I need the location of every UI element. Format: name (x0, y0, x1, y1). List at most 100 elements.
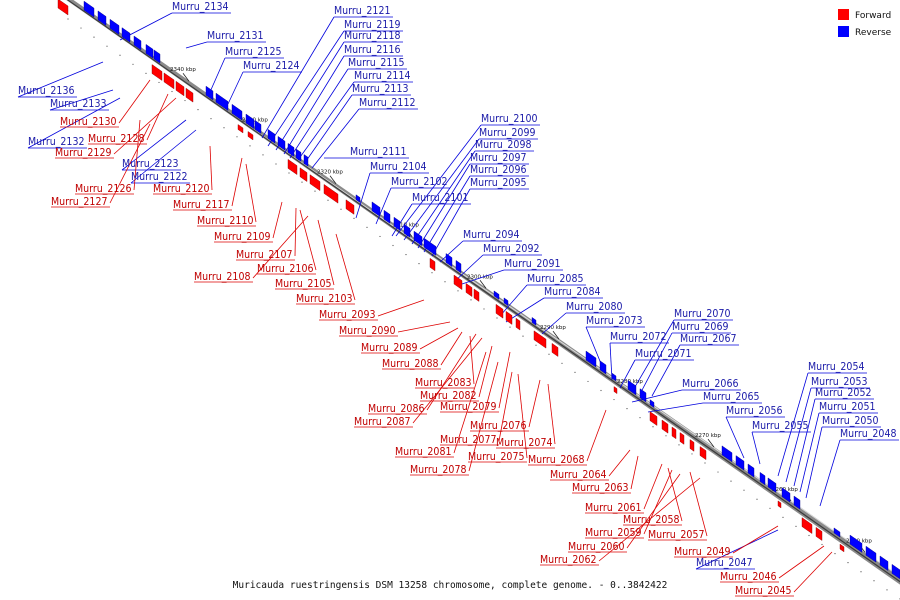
reverse-gene[interactable] (649, 399, 655, 408)
forward-gene[interactable] (679, 432, 685, 445)
reverse-gene-label[interactable]: Murru_2092 (483, 243, 539, 255)
forward-gene[interactable] (237, 124, 244, 134)
reverse-gene[interactable] (531, 317, 537, 326)
reverse-gene[interactable] (833, 527, 841, 538)
forward-gene-label[interactable]: Murru_2120 (153, 183, 209, 195)
reverse-gene[interactable] (254, 119, 262, 134)
reverse-gene-label[interactable]: Murru_2111 (350, 146, 406, 158)
reverse-gene[interactable] (231, 103, 243, 121)
forward-gene-label[interactable]: Murru_2129 (55, 147, 111, 159)
forward-gene[interactable] (495, 303, 504, 319)
forward-gene-label[interactable]: Murru_2089 (361, 342, 417, 354)
reverse-gene-label[interactable]: Murru_2104 (370, 161, 426, 173)
forward-gene-label[interactable]: Murru_2088 (382, 358, 438, 370)
forward-gene-label[interactable]: Murru_2130 (60, 116, 116, 128)
forward-gene[interactable] (689, 439, 695, 452)
forward-gene-label[interactable]: Murru_2127 (51, 196, 107, 208)
reverse-gene[interactable] (109, 18, 120, 35)
reverse-gene[interactable] (303, 154, 309, 167)
reverse-gene[interactable] (585, 350, 597, 368)
forward-gene[interactable] (473, 288, 480, 302)
reverse-gene-label[interactable]: Murru_2053 (811, 376, 867, 388)
reverse-gene-label[interactable]: Murru_2070 (674, 308, 730, 320)
reverse-gene-label[interactable]: Murru_2096 (470, 164, 526, 176)
forward-gene-label[interactable]: Murru_2046 (720, 571, 776, 583)
reverse-gene-label[interactable]: Murru_2116 (344, 44, 400, 56)
forward-gene-label[interactable]: Murru_2060 (568, 541, 624, 553)
forward-gene-label[interactable]: Murru_2079 (440, 401, 496, 413)
reverse-gene[interactable] (83, 0, 95, 18)
reverse-gene[interactable] (205, 85, 214, 101)
reverse-gene-label[interactable]: Murru_2050 (822, 415, 878, 427)
forward-gene[interactable] (247, 131, 254, 141)
forward-gene[interactable] (429, 257, 436, 272)
reverse-gene[interactable] (145, 43, 154, 59)
forward-gene-label[interactable]: Murru_2082 (420, 390, 476, 402)
forward-gene[interactable] (299, 167, 308, 182)
reverse-gene-label[interactable]: Murru_2101 (412, 192, 468, 204)
forward-gene[interactable] (505, 310, 513, 325)
forward-gene[interactable] (515, 317, 521, 331)
forward-gene-label[interactable]: Murru_2064 (550, 469, 606, 481)
reverse-gene-label[interactable]: Murru_2119 (344, 19, 400, 31)
reverse-gene[interactable] (403, 223, 411, 238)
forward-gene-label[interactable]: Murru_2068 (528, 454, 584, 466)
forward-gene[interactable] (175, 80, 185, 97)
reverse-gene-label[interactable]: Murru_2080 (566, 301, 622, 313)
forward-gene[interactable] (465, 283, 473, 297)
reverse-gene-label[interactable]: Murru_2067 (680, 333, 736, 345)
reverse-gene-label[interactable]: Murru_2084 (544, 286, 600, 298)
reverse-gene[interactable] (121, 27, 131, 43)
forward-gene[interactable] (323, 184, 339, 204)
reverse-gene[interactable] (295, 148, 302, 162)
reverse-gene[interactable] (891, 563, 900, 580)
forward-gene-label[interactable]: Murru_2090 (339, 325, 395, 337)
reverse-gene-label[interactable]: Murru_2094 (463, 229, 519, 241)
forward-gene-label[interactable]: Murru_2083 (415, 377, 471, 389)
forward-gene[interactable] (57, 0, 69, 16)
forward-gene-label[interactable]: Murru_2109 (214, 231, 270, 243)
forward-gene-label[interactable]: Murru_2110 (197, 215, 253, 227)
reverse-gene-label[interactable]: Murru_2125 (225, 46, 281, 58)
reverse-gene-label[interactable]: Murru_2047 (696, 557, 752, 569)
forward-gene-label[interactable]: Murru_2076 (470, 420, 526, 432)
forward-gene-label[interactable]: Murru_2081 (395, 446, 451, 458)
reverse-gene-label[interactable]: Murru_2099 (479, 127, 535, 139)
reverse-gene[interactable] (627, 379, 637, 396)
forward-gene[interactable] (453, 274, 463, 290)
forward-gene[interactable] (163, 72, 175, 90)
reverse-gene[interactable] (355, 194, 361, 203)
reverse-gene-label[interactable]: Murru_2124 (243, 60, 299, 72)
forward-gene[interactable] (671, 426, 677, 440)
reverse-gene[interactable] (503, 297, 509, 307)
forward-gene-label[interactable]: Murru_2061 (585, 502, 641, 514)
forward-gene-label[interactable]: Murru_2117 (173, 199, 229, 211)
reverse-gene-label[interactable]: Murru_2066 (682, 378, 738, 390)
reverse-gene-label[interactable]: Murru_2115 (348, 57, 404, 69)
forward-gene[interactable] (287, 158, 298, 175)
reverse-gene-label[interactable]: Murru_2121 (334, 5, 390, 17)
reverse-gene-label[interactable]: Murru_2131 (207, 30, 263, 42)
reverse-gene-label[interactable]: Murru_2056 (726, 405, 782, 417)
reverse-gene-label[interactable]: Murru_2112 (359, 97, 415, 109)
forward-gene[interactable] (815, 526, 823, 541)
forward-gene[interactable] (801, 517, 813, 534)
forward-gene[interactable] (613, 386, 618, 395)
forward-gene[interactable] (551, 342, 559, 357)
forward-gene-label[interactable]: Murru_2063 (572, 482, 628, 494)
forward-gene[interactable] (185, 87, 194, 103)
forward-gene-label[interactable]: Murru_2107 (236, 249, 292, 261)
forward-gene-label[interactable]: Murru_2045 (735, 585, 791, 597)
reverse-gene-label[interactable]: Murru_2071 (635, 348, 691, 360)
reverse-gene[interactable] (639, 388, 647, 403)
reverse-gene-label[interactable]: Murru_2114 (354, 70, 410, 82)
forward-gene[interactable] (839, 543, 845, 553)
forward-gene-label[interactable]: Murru_2106 (257, 263, 313, 275)
reverse-gene[interactable] (371, 201, 381, 217)
forward-gene[interactable] (309, 174, 321, 192)
reverse-gene-label[interactable]: Murru_2113 (352, 83, 408, 95)
reverse-gene-label[interactable]: Murru_2051 (819, 401, 875, 413)
forward-gene[interactable] (345, 199, 355, 215)
forward-gene-label[interactable]: Murru_2077 (440, 434, 496, 446)
reverse-gene[interactable] (735, 455, 745, 471)
